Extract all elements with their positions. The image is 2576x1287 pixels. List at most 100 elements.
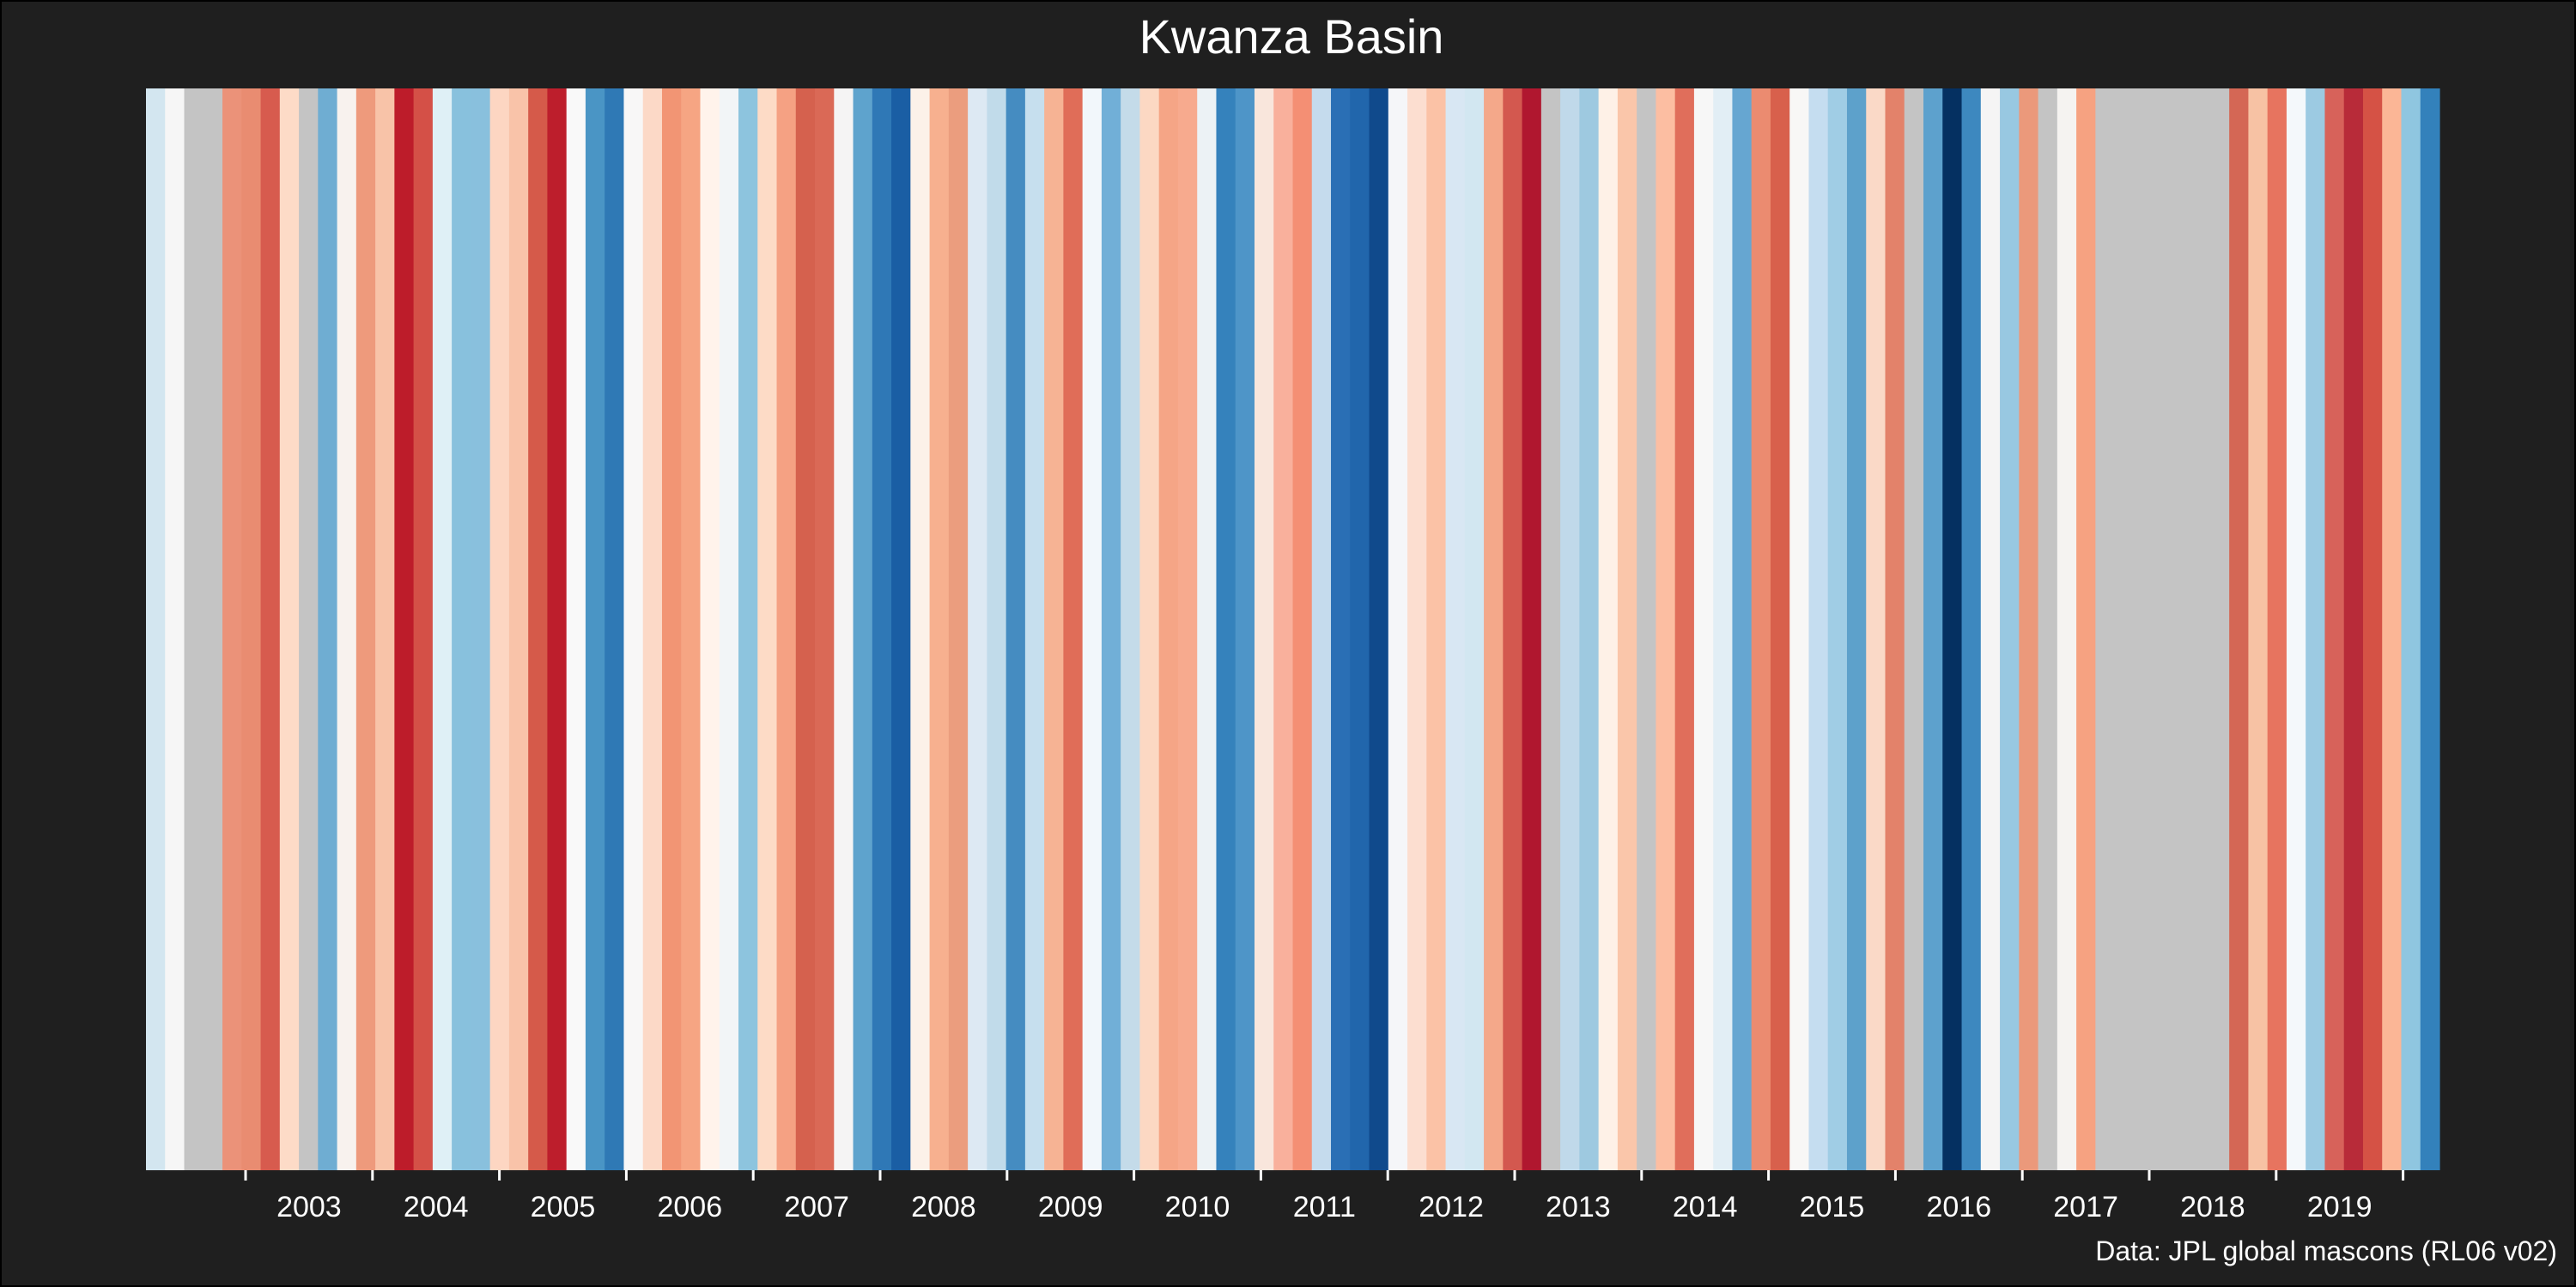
x-tick-label: 2016 — [1926, 1191, 1991, 1223]
stripe — [623, 88, 644, 1170]
stripe — [1598, 88, 1619, 1170]
stripe — [1732, 88, 1753, 1170]
x-tick-label: 2006 — [657, 1191, 722, 1223]
stripe — [452, 88, 471, 1170]
stripe — [528, 88, 549, 1170]
stripe — [165, 88, 185, 1170]
x-tick-label: 2009 — [1038, 1191, 1103, 1223]
stripe — [1063, 88, 1084, 1170]
stripe — [2362, 88, 2383, 1170]
stripe — [1751, 88, 1771, 1170]
stripe — [2229, 88, 2250, 1170]
stripe — [891, 88, 911, 1170]
stripe — [1197, 88, 1218, 1170]
stripe — [2267, 88, 2287, 1170]
stripe — [471, 88, 491, 1170]
stripe — [1158, 88, 1179, 1170]
stripe — [738, 88, 758, 1170]
stripe — [872, 88, 892, 1170]
stripe — [1044, 88, 1064, 1170]
stripe — [1331, 88, 1351, 1170]
data-caption: Data: JPL global mascons (RL06 v02) — [2095, 1235, 2557, 1266]
stripe — [1388, 88, 1408, 1170]
x-tick-label: 2017 — [2053, 1191, 2118, 1223]
x-axis-ticks: 2003 2004 2005 2006 2007 2008 2009 2010 2011 2012… — [244, 1170, 2405, 1223]
stripe — [1961, 88, 1982, 1170]
stripe — [1713, 88, 1734, 1170]
stripe — [1503, 88, 1523, 1170]
stripe — [355, 88, 376, 1170]
stripe — [1923, 88, 1943, 1170]
stripe — [1177, 88, 1198, 1170]
stripe — [2153, 88, 2172, 1170]
stripe — [1808, 88, 1829, 1170]
stripes-group — [146, 88, 2440, 1170]
stripe — [929, 88, 950, 1170]
stripe — [375, 88, 395, 1170]
stripe — [394, 88, 415, 1170]
stripe — [260, 88, 281, 1170]
stripe — [146, 88, 166, 1170]
stripe — [2382, 88, 2403, 1170]
stripe — [1445, 88, 1466, 1170]
stripe — [757, 88, 778, 1170]
stripe — [2190, 88, 2211, 1170]
stripe — [1311, 88, 1332, 1170]
stripe — [1789, 88, 1810, 1170]
stripe — [1827, 88, 1848, 1170]
x-tick-label: 2011 — [1293, 1191, 1356, 1223]
x-tick-label: 2013 — [1546, 1191, 1611, 1223]
stripe — [1693, 88, 1714, 1170]
stripe — [566, 88, 586, 1170]
x-tick-label: 2019 — [2307, 1191, 2372, 1223]
stripe — [1407, 88, 1427, 1170]
x-tick-label: 2015 — [1800, 1191, 1865, 1223]
stripe — [1024, 88, 1045, 1170]
stripe — [337, 88, 357, 1170]
stripe — [2019, 88, 2039, 1170]
stripe — [1846, 88, 1867, 1170]
stripe — [508, 88, 529, 1170]
x-tick-label: 2005 — [531, 1191, 596, 1223]
stripe — [241, 88, 262, 1170]
stripe — [2000, 88, 2020, 1170]
stripe — [1617, 88, 1637, 1170]
stripe — [1904, 88, 1924, 1170]
stripe — [2133, 88, 2154, 1170]
stripe — [1560, 88, 1580, 1170]
stripe — [1484, 88, 1504, 1170]
stripe — [413, 88, 434, 1170]
x-tick-label: 2014 — [1673, 1191, 1738, 1223]
stripe — [489, 88, 510, 1170]
stripe — [299, 88, 319, 1170]
stripe — [2172, 88, 2192, 1170]
stripe — [2095, 88, 2116, 1170]
stripe — [2420, 88, 2440, 1170]
x-tick-label: 2008 — [911, 1191, 976, 1223]
stripe — [2114, 88, 2135, 1170]
stripe — [2343, 88, 2364, 1170]
stripe — [642, 88, 663, 1170]
x-tick-label: 2018 — [2180, 1191, 2245, 1223]
stripe — [1942, 88, 1963, 1170]
stripe — [968, 88, 987, 1170]
stripe — [222, 88, 242, 1170]
stripe — [1082, 88, 1103, 1170]
stripe — [1101, 88, 1121, 1170]
stripe — [1254, 88, 1274, 1170]
stripe — [184, 88, 204, 1170]
stripe — [776, 88, 797, 1170]
stripe — [1885, 88, 1905, 1170]
stripe — [700, 88, 720, 1170]
stripe — [2306, 88, 2326, 1170]
stripe — [2286, 88, 2306, 1170]
stripe — [1540, 88, 1561, 1170]
stripe — [1770, 88, 1790, 1170]
stripe — [987, 88, 1007, 1170]
stripe — [1292, 88, 1313, 1170]
stripe — [948, 88, 969, 1170]
stripe — [279, 88, 300, 1170]
stripe — [1005, 88, 1026, 1170]
stripe — [585, 88, 605, 1170]
